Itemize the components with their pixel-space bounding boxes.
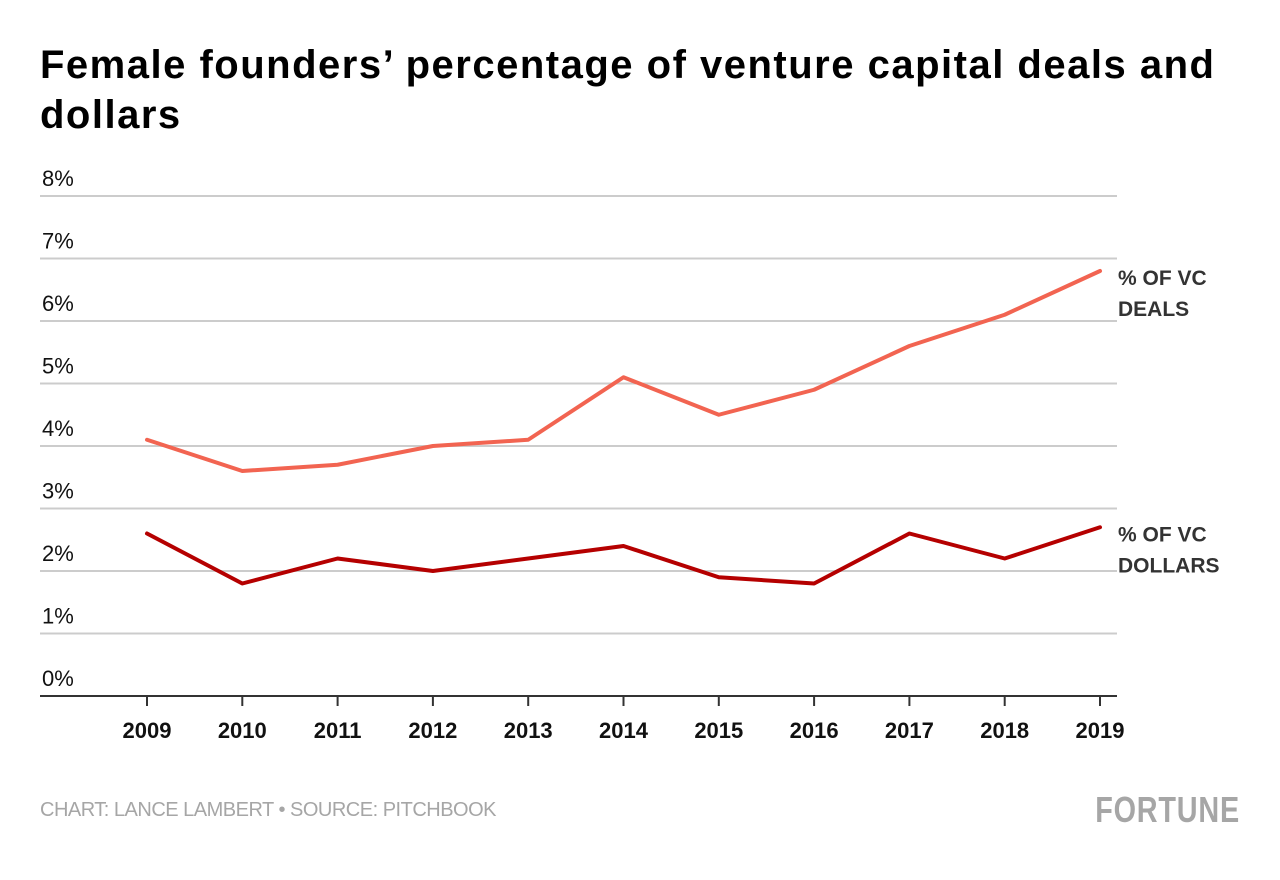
x-tick-label: 2019	[1076, 718, 1125, 743]
y-tick-label: 7%	[42, 229, 74, 254]
y-tick-label: 0%	[42, 666, 74, 691]
series-labels: % OF VC DEALS % OF VC DOLLARS	[1118, 267, 1220, 577]
x-tick-label: 2011	[314, 718, 362, 743]
y-tick-label: 1%	[42, 604, 74, 629]
x-tick-label: 2014	[599, 718, 649, 743]
x-tick-label: 2010	[218, 718, 267, 743]
x-axis: 2009 2010 2011 2012 2013 2014 2015 2016 2017 2018…	[40, 695, 1125, 743]
y-tick-label: 6%	[42, 291, 74, 316]
x-tick-label: 2012	[408, 718, 457, 743]
chart-credit: CHART: LANCE LAMBERT • SOURCE: PITCHBOOK	[40, 799, 497, 821]
fortune-logo: FORTUNE	[1095, 789, 1240, 830]
gridlines	[40, 195, 1117, 635]
series-label: % OF VC	[1118, 267, 1207, 290]
x-tick-label: 2016	[790, 718, 839, 743]
y-tick-label: 8%	[42, 166, 74, 191]
x-tick-label: 2009	[123, 718, 172, 743]
chart-title: Female founders’ percentage of venture c…	[40, 43, 1216, 137]
series-label: % OF VC	[1118, 523, 1207, 546]
x-tick-label: 2013	[504, 718, 553, 743]
y-axis-ticks: 0% 1% 2% 3% 4% 5% 6% 7% 8%	[42, 166, 74, 691]
y-tick-label: 5%	[42, 354, 74, 379]
x-tick-label: 2018	[980, 718, 1029, 743]
y-tick-label: 4%	[42, 416, 74, 441]
x-tick-label: 2015	[694, 718, 743, 743]
y-tick-label: 3%	[42, 479, 74, 504]
series-lines	[145, 269, 1102, 586]
x-tick-label: 2017	[885, 718, 934, 743]
series-label: DOLLARS	[1118, 554, 1220, 577]
series-label: DEALS	[1118, 298, 1189, 321]
y-tick-label: 2%	[42, 541, 74, 566]
series-line-deals	[145, 269, 1102, 473]
series-line-dollars	[145, 525, 1102, 586]
